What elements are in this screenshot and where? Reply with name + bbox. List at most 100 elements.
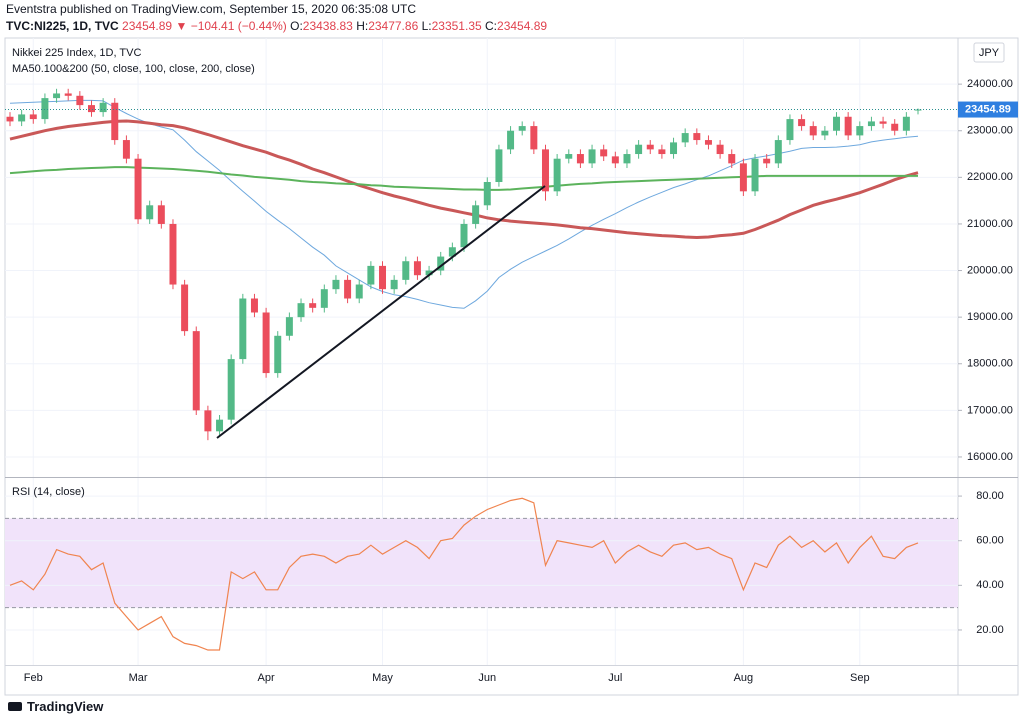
moving-average [9,119,919,240]
open-value: 23438.83 [302,19,353,33]
plot-layers: Feb Mar Apr May Jun Jul Aug Sep 16000.00 17000.00… [5,38,1018,684]
candle-body [402,261,410,280]
candle-body [64,93,72,96]
change: −104.41 (−0.44%) [190,19,287,33]
candle-body [472,205,480,224]
candle-body [821,130,829,136]
candle-body [844,116,852,136]
currency-box[interactable] [973,42,1005,63]
publisher-line: Eventstra published on TradingView.com, … [6,2,417,16]
y-tick-label: 20.00 [976,624,1004,636]
x-tick-label: May [372,672,393,684]
y-tick-label: 20000.00 [967,264,1013,276]
rsi-line [9,497,919,651]
candle-body [169,223,177,285]
candle-body [681,133,689,143]
x-tick-label: Sep [850,672,870,684]
y-tick-label: 24000.00 [967,78,1013,90]
last-price-box [958,101,1018,118]
candle-body [413,261,421,276]
x-tick-label: Feb [24,672,43,684]
candle-body [146,205,154,220]
candle-body [99,102,107,113]
candle-body [588,149,596,164]
low-label: L: [421,19,432,33]
candle-body [227,359,235,420]
x-tick-label: Jul [608,672,622,684]
candle-body [460,223,468,248]
candle-body [704,140,712,145]
candle-body [495,149,503,183]
high-label: H: [356,19,369,33]
y-tick-label: 16000.00 [967,451,1013,463]
candle-body [553,158,561,192]
brand-logo [8,702,22,711]
candle-body [239,298,247,360]
candle-body [274,335,282,374]
candle-body [111,102,119,141]
candle-body [635,144,643,155]
high-value: 23477.86 [368,19,419,33]
rsi-title: RSI (14, close) [12,486,85,498]
y-tick-label: 21000.00 [967,218,1013,230]
frame [4,37,1019,696]
y-tick-label: 60.00 [976,535,1004,547]
candle-body [367,265,375,285]
y-tick-label: 18000.00 [967,358,1013,370]
candle-body [87,105,95,113]
last-price-label: 23454.89 [965,103,1011,115]
candle-body [437,256,445,271]
candle-body [867,121,875,127]
close-label: C: [485,19,498,33]
candle-body [693,133,701,141]
moving-average [9,166,918,191]
close-value: 23454.89 [497,19,548,33]
candle-body [798,119,806,127]
candle-body [41,98,49,120]
candle-body [600,149,608,157]
candle-body [216,419,224,432]
candle-body [565,154,573,159]
candle-body [833,116,841,131]
candle-body [716,144,724,155]
candle-body [739,163,747,192]
currency: JPY [979,47,1000,59]
candle-body [53,93,61,99]
candle-body [774,140,782,164]
symbol: TVC:NI225, 1D, TVC [6,19,119,33]
brand: TradingView [27,699,104,714]
candle-body [658,149,666,155]
candle-body [623,154,631,164]
candle-body [6,116,14,122]
candle-body [250,298,258,313]
candle-body [390,279,398,290]
candle-body [856,126,864,136]
candle-body [646,144,654,150]
candle-body [507,130,515,150]
candle-body [751,158,759,192]
candle-body [262,312,270,374]
y-tick-label: 19000.00 [967,311,1013,323]
candle-body [728,154,736,164]
candle-body [879,121,887,124]
candle-body [611,156,619,164]
last-price: 23454.89 [122,19,173,33]
ma-legend: MA50.100&200 (50, close, 100, close, 200… [12,63,255,75]
candle-body [541,149,549,192]
candle-body [181,284,189,332]
candle-body [192,331,200,411]
candle-body [355,284,363,299]
candle-body [809,126,817,136]
candle-body [344,279,352,299]
candle-body [786,119,794,141]
change-arrow: ▼ [175,19,188,33]
x-tick-label: Jun [478,672,496,684]
moving-average [9,99,919,309]
y-tick-label: 23000.00 [967,125,1013,137]
candle-body [530,126,538,150]
trend-line [216,185,546,439]
y-tick-label: 17000.00 [967,404,1013,416]
candle-body [122,140,130,159]
